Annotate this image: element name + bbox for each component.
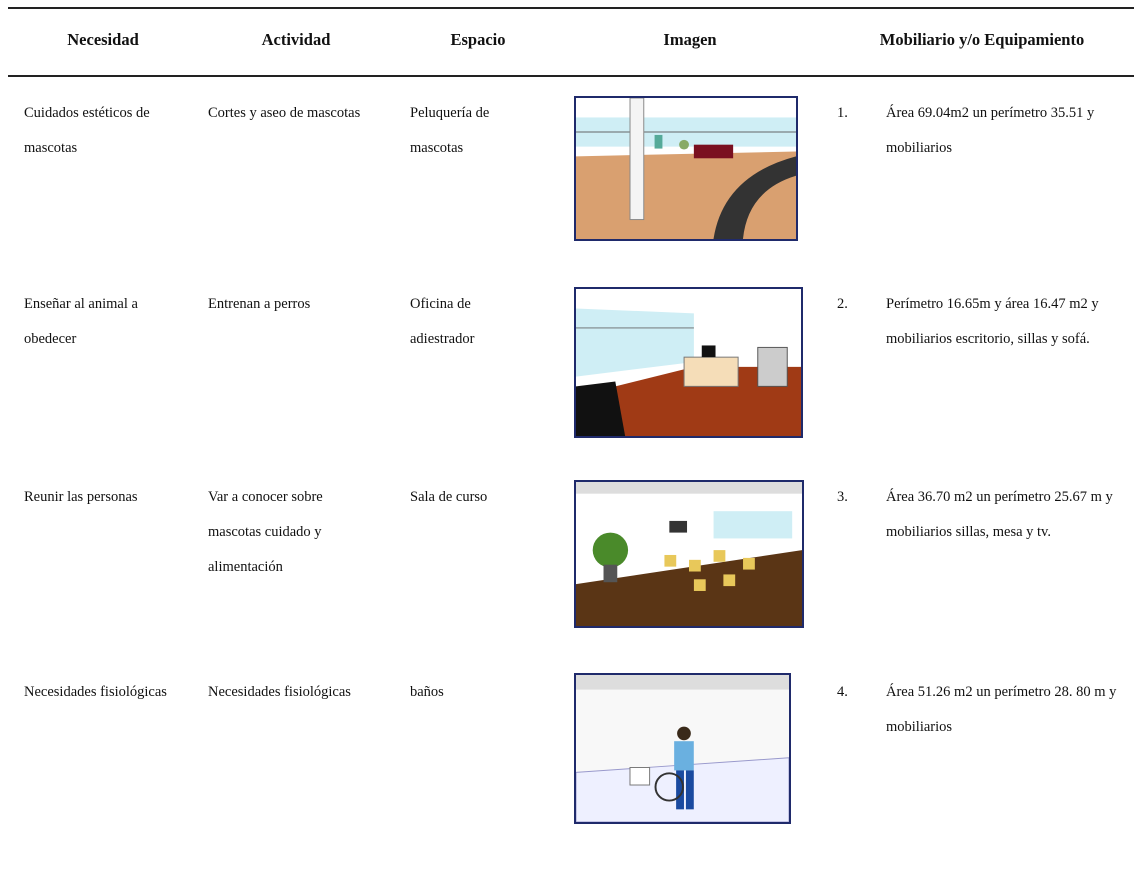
cell-number: 1. xyxy=(837,105,848,121)
header: Necesidad xyxy=(67,30,139,49)
image-office xyxy=(574,287,803,438)
cell-actividad: Cortes y aseo de mascotas xyxy=(208,105,361,121)
cell-number: 3. xyxy=(837,489,848,505)
cell-mobiliario: Área 51.26 m2 un perímetro 28. 80 m y mo… xyxy=(886,684,1117,735)
header: Imagen xyxy=(663,30,717,49)
cell-necesidad: Reunir las personas xyxy=(24,489,138,505)
header: Mobiliario y/o Equipamiento xyxy=(879,30,1085,49)
cell-number: 4. xyxy=(837,684,848,700)
cell-espacio: Oficina de adiestrador xyxy=(410,296,475,347)
cell-actividad: Necesidades fisiológicas xyxy=(208,684,351,700)
cell-mobiliario: Perímetro 16.65m y área 16.47 m2 y mobil… xyxy=(886,296,1099,347)
cell-espacio: baños xyxy=(410,684,444,700)
image-classroom xyxy=(574,480,804,628)
header-rule xyxy=(8,75,1134,77)
cell-espacio: Peluquería de mascotas xyxy=(410,105,490,156)
cell-necesidad: Enseñar al animal a obedecer xyxy=(24,296,138,347)
cell-necesidad: Cuidados estéticos de mascotas xyxy=(24,105,150,156)
cell-mobiliario: Área 69.04m2 un perímetro 35.51 y mobili… xyxy=(886,105,1095,156)
image-grooming xyxy=(574,96,798,241)
cell-mobiliario: Área 36.70 m2 un perímetro 25.67 m y mob… xyxy=(886,489,1113,540)
cell-actividad: Entrenan a perros xyxy=(208,296,311,312)
cell-actividad: Var a conocer sobre mascotas cuidado y a… xyxy=(208,489,323,575)
header: Actividad xyxy=(261,30,331,49)
image-bathroom xyxy=(574,673,791,824)
header: Espacio xyxy=(450,30,506,49)
cell-number: 2. xyxy=(837,296,848,312)
cell-necesidad: Necesidades fisiológicas xyxy=(24,684,167,700)
cell-espacio: Sala de curso xyxy=(410,489,488,505)
top-rule xyxy=(8,7,1134,9)
